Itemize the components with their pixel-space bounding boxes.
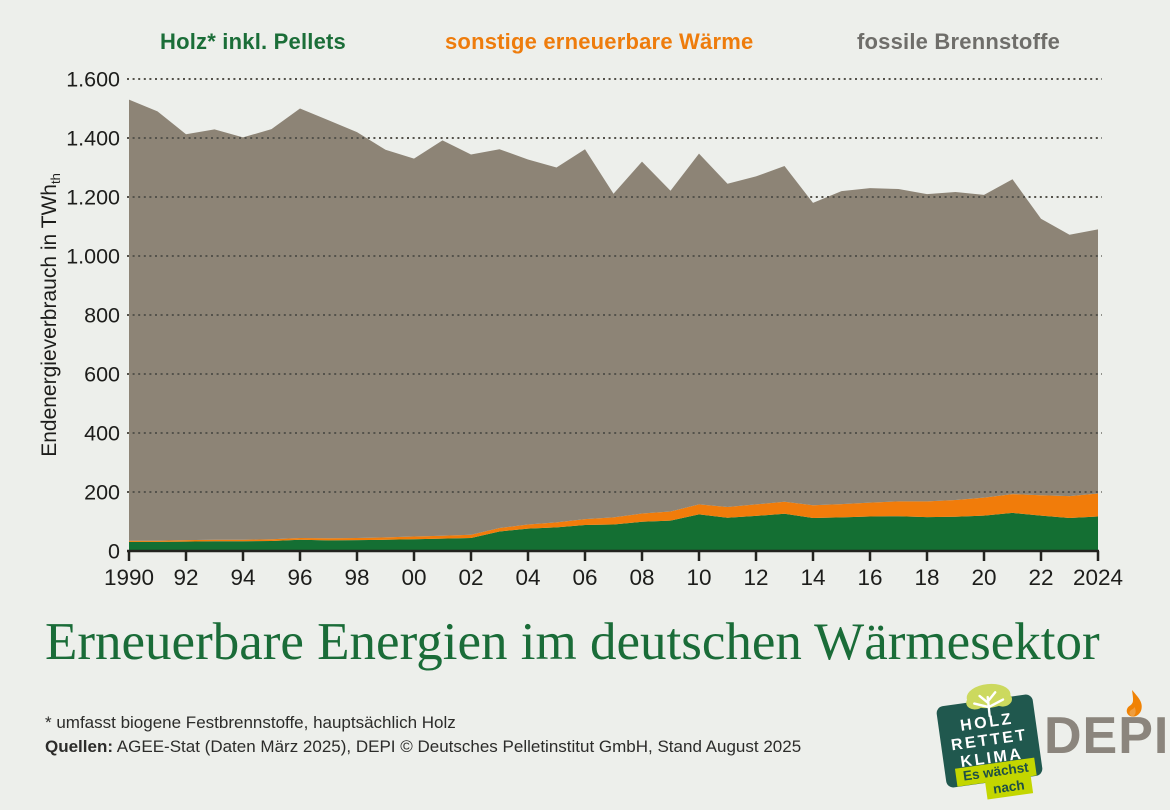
- x-tick-label-92: 92: [173, 565, 198, 590]
- area-series-1-sonstige-erneuerbare-w-rme: [129, 493, 1098, 542]
- x-tick-label-1990: 1990: [104, 565, 154, 590]
- y-tick-label-0: 0: [108, 540, 120, 564]
- depi-logo: DEPI: [1044, 690, 1170, 765]
- source-label: Quellen:: [45, 737, 114, 756]
- x-tick-label-00: 00: [401, 565, 426, 590]
- y-tick-label-1.400: 1.400: [66, 127, 120, 151]
- legend-item-fossile: fossile Brennstoffe: [857, 29, 1061, 54]
- y-tick-label-600: 600: [84, 363, 120, 387]
- source-line: Quellen: AGEE-Stat (Daten März 2025), DE…: [45, 737, 801, 757]
- page-title: Erneuerbare Energien im deutschen Wärmes…: [45, 613, 1100, 671]
- x-tick-label-06: 06: [572, 565, 597, 590]
- tree-icon: [966, 683, 1013, 718]
- footnote: * umfasst biogene Festbrennstoffe, haupt…: [45, 713, 456, 732]
- legend-item-sonstige: sonstige erneuerbare Wärme: [445, 29, 754, 54]
- y-tick-label-200: 200: [84, 481, 120, 505]
- area-series-2-fossile-brennstoffe: [129, 99, 1098, 541]
- y-tick-label-400: 400: [84, 422, 120, 446]
- x-tick-label-12: 12: [743, 565, 768, 590]
- x-tick-label-14: 14: [800, 565, 825, 590]
- x-tick-label-22: 22: [1028, 565, 1053, 590]
- y-axis-title: Endenergieverbrauch in TWhth: [38, 173, 63, 457]
- x-tick-label-04: 04: [515, 565, 540, 590]
- x-tick-label-94: 94: [230, 565, 255, 590]
- x-tick-label-08: 08: [629, 565, 654, 590]
- y-tick-label-1.000: 1.000: [66, 245, 120, 269]
- y-tick-label-800: 800: [84, 304, 120, 328]
- x-tick-label-10: 10: [686, 565, 711, 590]
- x-tick-label-20: 20: [971, 565, 996, 590]
- y-tick-label-1.600: 1.600: [66, 68, 120, 92]
- legend-item-holz: Holz* inkl. Pellets: [160, 29, 346, 54]
- flame-icon: [1126, 690, 1142, 717]
- x-tick-label-18: 18: [914, 565, 939, 590]
- x-tick-label-02: 02: [458, 565, 483, 590]
- x-tick-label-98: 98: [344, 565, 369, 590]
- depi-wordmark: DEPI: [1044, 707, 1170, 765]
- y-tick-label-1.200: 1.200: [66, 186, 120, 210]
- area-series-0-holz-inkl-pellets: [129, 512, 1098, 551]
- x-tick-label-96: 96: [287, 565, 312, 590]
- x-tick-label-16: 16: [857, 565, 882, 590]
- x-tick-label-2024: 2024: [1073, 565, 1123, 590]
- source-text: AGEE-Stat (Daten März 2025), DEPI © Deut…: [113, 737, 802, 756]
